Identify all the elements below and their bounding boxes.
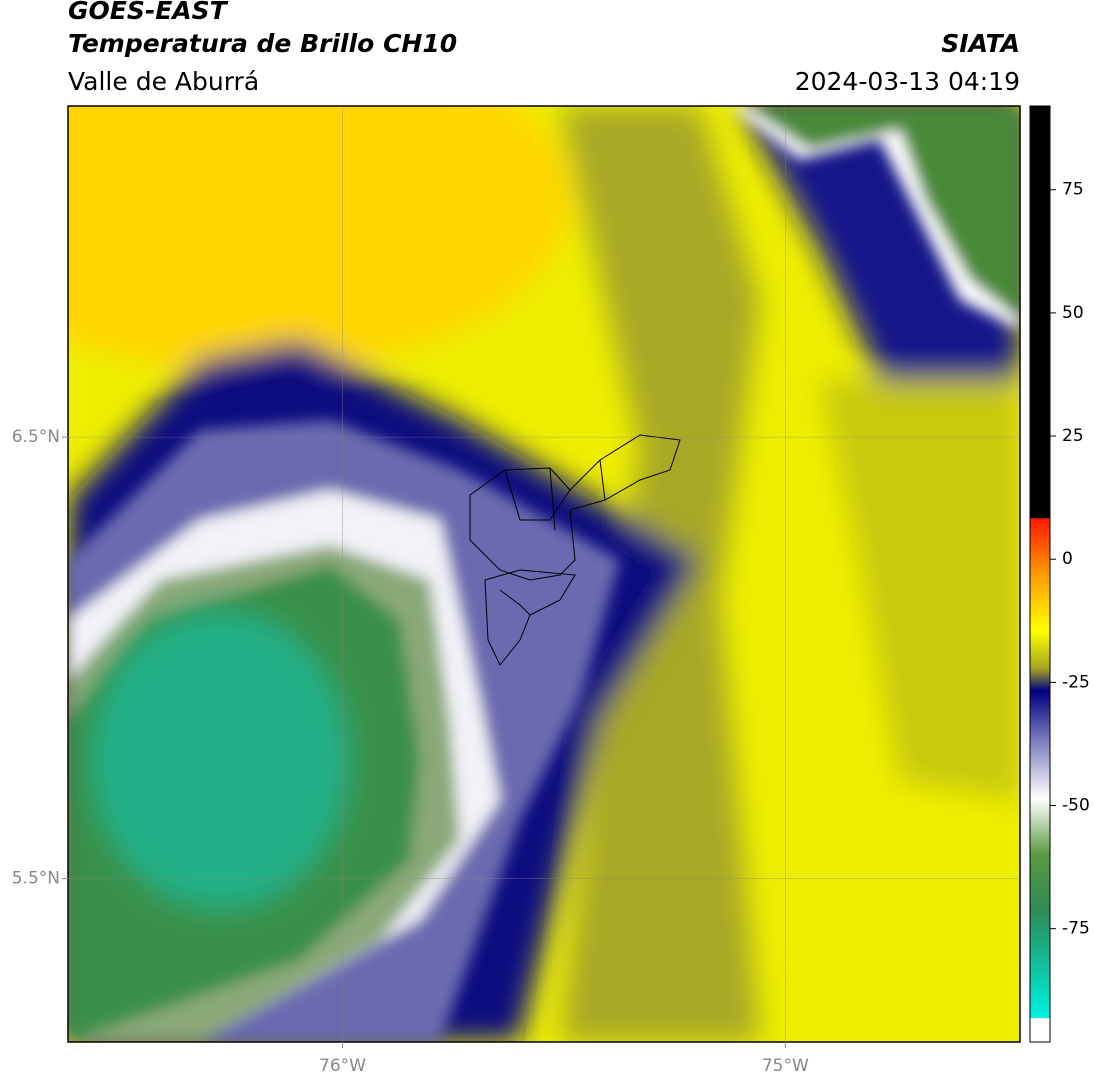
lat-label: 6.5°N [12, 427, 60, 447]
title: GOES-EAST [68, 0, 229, 25]
colorbar-label: -75 [1062, 919, 1090, 939]
colorbar-label: -50 [1062, 796, 1090, 816]
colorbar-label: 25 [1062, 426, 1084, 446]
timestamp: 2024-03-13 04:19 [795, 67, 1020, 96]
colorbar [1029, 105, 1051, 1043]
map-frame [67, 105, 1021, 1043]
colorbar-label: 0 [1062, 549, 1073, 569]
source: SIATA [941, 29, 1020, 58]
colorbar-label: 50 [1062, 303, 1084, 323]
lon-label: 76°W [319, 1056, 366, 1076]
subtitle: Temperatura de Brillo CH10 [68, 29, 457, 58]
lat-label: 5.5°N [12, 869, 60, 889]
lon-label: 75°W [762, 1056, 809, 1076]
colorbar-label: -25 [1062, 672, 1090, 692]
region: Valle de Aburrá [68, 67, 259, 96]
colorbar-label: 75 [1062, 180, 1084, 200]
satellite-image [68, 106, 1020, 1042]
